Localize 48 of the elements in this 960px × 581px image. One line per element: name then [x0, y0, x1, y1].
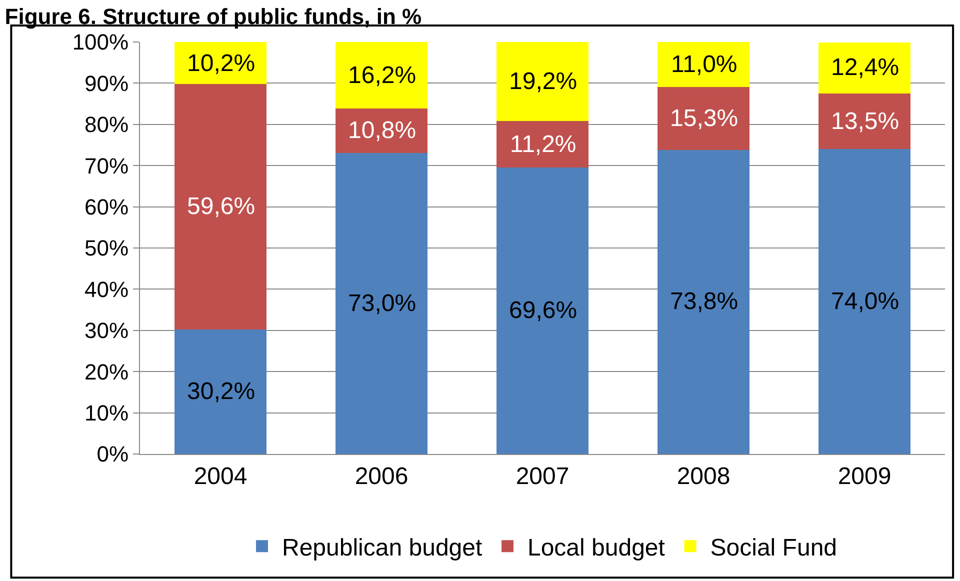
data-label: 73,0% — [348, 290, 416, 317]
data-label: 30,2% — [187, 378, 256, 405]
bar — [818, 149, 910, 454]
y-tick-label: 80% — [84, 112, 129, 138]
data-label: 12,4% — [831, 54, 900, 81]
bar — [658, 42, 750, 87]
bar — [658, 150, 750, 454]
x-tick-label: 2009 — [838, 462, 892, 490]
y-tick-label: 20% — [84, 359, 129, 384]
data-label: 15,3% — [670, 105, 738, 132]
data-label: 10,8% — [348, 117, 416, 144]
bar — [336, 42, 428, 109]
data-label: 74,0% — [831, 288, 900, 315]
legend-label: Local budget — [527, 534, 666, 562]
x-tick-label: 2007 — [516, 462, 570, 490]
bar — [336, 153, 428, 454]
bar — [496, 121, 588, 168]
legend-label: Republican budget — [282, 534, 482, 562]
data-label: 19,2% — [509, 68, 578, 95]
data-label: 73,8% — [670, 288, 738, 315]
data-label: 69,6% — [509, 297, 578, 324]
data-label: 11,2% — [510, 131, 576, 158]
x-tick-label: 2008 — [676, 462, 730, 490]
data-label: 11,0% — [671, 51, 738, 78]
y-tick-label: 100% — [72, 30, 129, 55]
legend-label: Social Fund — [710, 534, 838, 562]
data-label: 13,5% — [831, 108, 900, 135]
y-tick-label: 70% — [84, 153, 129, 178]
bar — [174, 84, 266, 330]
bar — [818, 94, 910, 150]
bar — [496, 42, 588, 122]
data-label: 10,2% — [187, 50, 256, 77]
y-tick-label: 40% — [84, 276, 129, 302]
data-label: 16,2% — [348, 62, 416, 89]
x-tick-label: 2006 — [354, 462, 408, 490]
y-tick-label: 0% — [96, 442, 129, 467]
bar — [658, 86, 750, 150]
y-tick-label: 90% — [84, 70, 129, 96]
data-label: 59,6% — [187, 193, 256, 220]
chart-title: Figure 6. Structure of public funds, in % — [4, 4, 422, 30]
x-tick-label: 2004 — [194, 462, 248, 490]
bar — [818, 42, 910, 94]
y-tick-label: 30% — [84, 318, 129, 344]
y-tick-label: 50% — [84, 236, 129, 261]
bar — [496, 167, 588, 454]
y-tick-label: 10% — [84, 400, 129, 426]
bar — [174, 330, 266, 454]
y-tick-label: 60% — [84, 194, 129, 220]
